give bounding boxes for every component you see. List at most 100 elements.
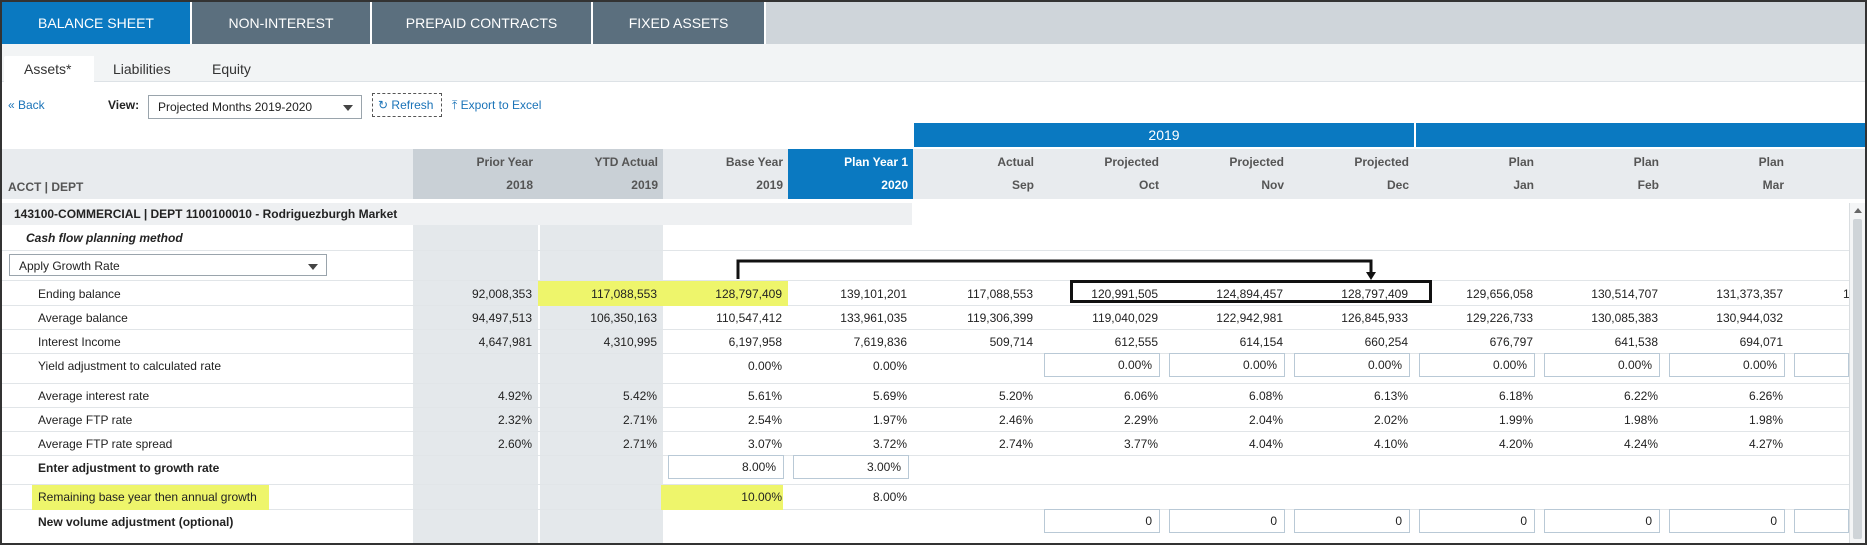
tab-fixed-assets[interactable]: FIXED ASSETS bbox=[593, 2, 766, 44]
tab-balance-sheet[interactable]: BALANCE SHEET bbox=[2, 2, 192, 44]
remaining-growth-base-year: 10.00% bbox=[741, 490, 782, 504]
col-header-line1: Plan bbox=[1508, 155, 1534, 169]
interest-income-prior-year: 4,647,981 bbox=[478, 335, 532, 349]
growth-method-select[interactable]: Apply Growth Rate bbox=[9, 254, 327, 276]
avg-interest-rate-plan-year-1: 5.69% bbox=[872, 389, 907, 403]
row-label-average-interest-rate: Average interest rate bbox=[38, 389, 150, 403]
new-volume-input-apr[interactable] bbox=[1794, 509, 1849, 533]
average-balance-sep: 119,306,399 bbox=[967, 311, 1033, 325]
col-header-actual-sep: Actual Sep bbox=[914, 149, 1039, 199]
export-to-excel-link[interactable]: ⤒ Export to Excel bbox=[452, 98, 541, 113]
refresh-icon: ↻ bbox=[378, 98, 389, 112]
yield-adjustment-input-nov[interactable]: 0.00% bbox=[1169, 353, 1285, 377]
interest-income-base-year: 6,197,958 bbox=[728, 335, 782, 349]
avg-ftp-spread-jan: 4.20% bbox=[1498, 437, 1533, 451]
yield-adjustment-input-jan[interactable]: 0.00% bbox=[1419, 353, 1535, 377]
growth-adjustment-input-base-year[interactable]: 8.00% bbox=[668, 455, 784, 479]
interest-income-oct: 612,555 bbox=[1114, 335, 1158, 349]
avg-ftp-spread-oct: 3.77% bbox=[1123, 437, 1158, 451]
header-plan-year bbox=[788, 149, 913, 199]
row-label-average-ftp-rate: Average FTP rate bbox=[38, 413, 133, 427]
new-volume-input-jan[interactable]: 0 bbox=[1419, 509, 1535, 533]
yield-adjustment-input-feb[interactable]: 0.00% bbox=[1544, 353, 1660, 377]
subtab-assets[interactable]: Assets* bbox=[4, 56, 94, 82]
table-row bbox=[2, 251, 1849, 281]
subtab-equity[interactable]: Equity bbox=[212, 61, 251, 77]
upload-icon: ⤒ bbox=[452, 98, 458, 112]
subtab-liabilities[interactable]: Liabilities bbox=[113, 61, 171, 77]
avg-ftp-spread-plan-year-1: 3.72% bbox=[872, 437, 907, 451]
average-balance-ytd-actual: 106,350,163 bbox=[590, 311, 657, 325]
col-header-line2: Sep bbox=[1011, 178, 1034, 192]
col-header-plan-feb: Plan Feb bbox=[1539, 149, 1664, 199]
new-volume-input-dec[interactable]: 0 bbox=[1294, 509, 1410, 533]
vertical-scrollbar[interactable] bbox=[1849, 203, 1865, 543]
row-label-growth-adjustment: Enter adjustment to growth rate bbox=[38, 461, 220, 475]
sub-tab-bar: Assets* Liabilities Equity bbox=[2, 44, 1865, 82]
average-balance-plan-year-1: 133,961,035 bbox=[840, 311, 907, 325]
table-row-average-ftp-rate bbox=[2, 408, 1849, 432]
ending-balance-sep: 117,088,553 bbox=[967, 287, 1033, 301]
ending-balance-plan-year-1: 139,101,201 bbox=[840, 287, 907, 301]
average-balance-oct: 119,040,029 bbox=[1092, 311, 1158, 325]
avg-ftp-rate-jan: 1.99% bbox=[1498, 413, 1533, 427]
scrollbar-thumb[interactable] bbox=[1853, 219, 1862, 539]
new-volume-input-mar[interactable]: 0 bbox=[1669, 509, 1785, 533]
avg-interest-rate-feb: 6.22% bbox=[1623, 389, 1658, 403]
yield-adjustment-input-apr[interactable] bbox=[1794, 353, 1849, 377]
view-select-value: Projected Months 2019-2020 bbox=[158, 100, 313, 114]
growth-adjustment-input-plan-year-1[interactable]: 3.00% bbox=[793, 455, 909, 479]
table-row-average-balance bbox=[2, 306, 1849, 330]
ending-balance-base-year: 128,797,409 bbox=[715, 287, 782, 301]
new-volume-input-feb[interactable]: 0 bbox=[1544, 509, 1660, 533]
refresh-button[interactable]: ↻ Refresh bbox=[372, 93, 442, 117]
ending-balance-nov: 124,894,457 bbox=[1216, 287, 1283, 301]
top-tab-bar: BALANCE SHEET NON-INTEREST PREPAID CONTR… bbox=[2, 2, 1865, 44]
tab-non-interest[interactable]: NON-INTEREST bbox=[192, 2, 372, 44]
average-balance-prior-year: 94,497,513 bbox=[471, 311, 532, 325]
avg-interest-rate-base-year: 5.61% bbox=[747, 389, 782, 403]
row-label-interest-income: Interest Income bbox=[38, 335, 121, 349]
avg-ftp-spread-sep: 2.74% bbox=[998, 437, 1033, 451]
col-header-plan-year-1: Plan Year 1 2020 bbox=[788, 149, 913, 199]
col-header-projected-nov: Projected Nov bbox=[1164, 149, 1289, 199]
col-header-ytd-actual: YTD Actual 2019 bbox=[538, 149, 663, 199]
col-header-line2: Mar bbox=[1762, 178, 1784, 192]
new-volume-input-nov[interactable]: 0 bbox=[1169, 509, 1285, 533]
table-row-remaining-growth bbox=[2, 485, 1849, 510]
new-volume-input-oct[interactable]: 0 bbox=[1044, 509, 1160, 533]
view-select[interactable]: Projected Months 2019-2020 bbox=[148, 95, 362, 119]
scroll-up-icon[interactable] bbox=[1854, 208, 1862, 213]
export-label: Export to Excel bbox=[460, 98, 542, 112]
interest-income-nov: 614,154 bbox=[1239, 335, 1283, 349]
yield-adjustment-base-year: 0.00% bbox=[747, 359, 782, 373]
avg-ftp-spread-ytd-actual: 2.71% bbox=[622, 437, 657, 451]
yield-adjustment-input-mar[interactable]: 0.00% bbox=[1669, 353, 1785, 377]
ending-balance-dec: 128,797,409 bbox=[1341, 287, 1408, 301]
yield-adjustment-input-oct[interactable]: 0.00% bbox=[1044, 353, 1160, 377]
interest-income-ytd-actual: 4,310,995 bbox=[603, 335, 657, 349]
col-header-line1: Projected bbox=[1229, 155, 1284, 169]
ending-balance-oct: 120,991,505 bbox=[1091, 287, 1158, 301]
avg-ftp-spread-mar: 4.27% bbox=[1748, 437, 1783, 451]
col-header-line2: Nov bbox=[1261, 178, 1284, 192]
year-header-next bbox=[1416, 123, 1865, 147]
avg-ftp-rate-mar: 1.98% bbox=[1748, 413, 1783, 427]
back-link[interactable]: « Back bbox=[8, 98, 45, 112]
ending-balance-ytd-actual: 117,088,553 bbox=[591, 287, 657, 301]
col-header-prior-year: Prior Year 2018 bbox=[413, 149, 538, 199]
col-header-line2: 2020 bbox=[881, 178, 908, 192]
col-header-line2: 2019 bbox=[631, 178, 658, 192]
tab-prepaid-contracts[interactable]: PREPAID CONTRACTS bbox=[372, 2, 593, 44]
row-label-average-ftp-spread: Average FTP rate spread bbox=[38, 437, 173, 451]
avg-interest-rate-jan: 6.18% bbox=[1498, 389, 1533, 403]
refresh-label: Refresh bbox=[391, 98, 434, 112]
col-header-line2: Feb bbox=[1637, 178, 1659, 192]
col-header-line1: Base Year bbox=[725, 155, 783, 169]
interest-income-jan: 676,797 bbox=[1489, 335, 1533, 349]
col-header-line2: 2019 bbox=[756, 178, 783, 192]
highlight-remaining-growth-label bbox=[32, 485, 269, 510]
year-header-2019: 2019 bbox=[914, 123, 1414, 147]
table-row-average-ftp-spread bbox=[2, 432, 1849, 456]
yield-adjustment-input-dec[interactable]: 0.00% bbox=[1294, 353, 1410, 377]
